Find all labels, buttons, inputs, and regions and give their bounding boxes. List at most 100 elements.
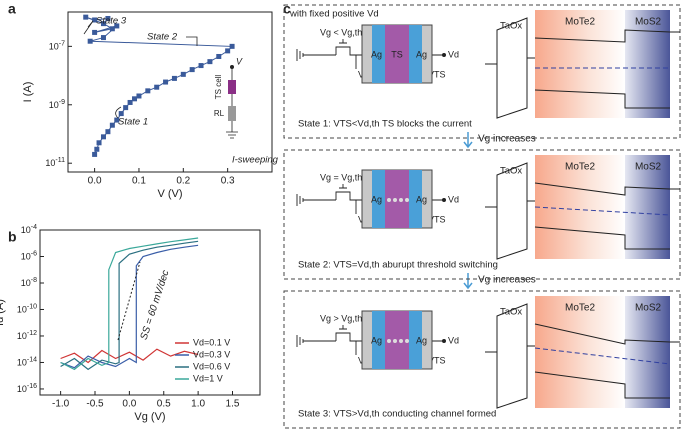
caption: State 2: VTS=Vd,th aburupt threshold swi… — [298, 260, 498, 271]
ts-cell — [228, 80, 236, 94]
circuit-wire — [296, 39, 444, 69]
ag-atom — [393, 198, 397, 202]
gate-label: Vg > Vg,th — [320, 313, 362, 323]
arrow-label: Vg increases — [478, 275, 536, 286]
slope-guide — [117, 261, 141, 341]
data-point — [127, 99, 133, 105]
electrode — [409, 25, 422, 83]
ag-atom — [405, 198, 409, 202]
circuit-wire — [296, 184, 444, 214]
series-line — [60, 348, 199, 364]
x-tick-label: -0.5 — [86, 399, 104, 410]
electrode-label: Ag — [371, 335, 382, 345]
y-tick-label: 10-7 — [49, 40, 65, 52]
ag-atom — [387, 198, 391, 202]
data-point — [132, 96, 138, 102]
data-point — [171, 75, 177, 81]
note: with fixed positive Vd — [289, 9, 379, 20]
legend-label: Vd=0.3 V — [193, 349, 230, 359]
y-tick-label: 10-8 — [21, 277, 37, 289]
electrode — [372, 311, 385, 369]
valence-band — [534, 226, 670, 250]
data-point — [207, 59, 213, 65]
y-tick-label: 10-6 — [21, 250, 37, 262]
ts-label: VTS — [428, 69, 446, 79]
data-point — [154, 84, 160, 90]
oxide — [496, 162, 528, 260]
data-point — [229, 43, 235, 49]
data-point — [94, 146, 100, 152]
x-tick-label: 0.5 — [157, 399, 171, 410]
data-point — [136, 93, 142, 99]
layer-label: TS — [391, 49, 403, 59]
panel-label: c — [283, 1, 291, 17]
circuit-wire — [296, 325, 444, 355]
legend-label: Vd=0.6 V — [193, 361, 230, 371]
ts-label: VTS — [428, 355, 446, 365]
y-tick-label: 10-12 — [17, 330, 37, 342]
gate-label: Vg < Vg,th — [320, 27, 362, 37]
data-point — [114, 117, 120, 123]
data-point — [163, 79, 169, 85]
x-axis-label: Vg (V) — [134, 411, 165, 423]
y-tick-label: 10-14 — [17, 356, 37, 368]
arrow-label: Vg increases — [478, 134, 536, 145]
inset-label: RL — [214, 109, 225, 118]
contact-line — [485, 57, 535, 65]
annotation-arrow — [83, 20, 198, 46]
data-point — [87, 38, 93, 44]
legend-label: Vd=1 V — [193, 373, 223, 383]
ts-label: VTS — [428, 214, 446, 224]
right-layer — [625, 296, 670, 408]
conduction-band — [534, 323, 680, 345]
data-point — [109, 26, 115, 32]
plot-frame — [39, 229, 261, 396]
electrode-label: Ag — [371, 49, 382, 59]
left-layer — [535, 296, 625, 408]
data-point — [114, 23, 120, 29]
gate-label: Vg = Vg,th — [320, 172, 362, 182]
data-point — [105, 15, 111, 21]
flow-arrow — [463, 132, 473, 149]
data-point — [92, 151, 98, 157]
fermi-level — [534, 206, 671, 216]
state-box — [283, 290, 681, 429]
caption: State 3: VTS>Vd,th conducting channel fo… — [298, 409, 496, 420]
left-layer — [535, 10, 625, 118]
data-point — [145, 88, 151, 94]
data-point — [92, 17, 98, 23]
data-point — [216, 53, 222, 59]
fermi-level — [534, 347, 671, 365]
left-layer-label: MoTe2 — [565, 303, 595, 314]
terminal-dot — [442, 339, 446, 343]
conduction-band — [534, 29, 680, 43]
x-axis-label: V (V) — [157, 188, 182, 200]
data-point — [100, 134, 106, 140]
panel-label: b — [8, 229, 17, 245]
drain-label: Vd — [448, 49, 459, 59]
conduction-band — [534, 182, 680, 196]
drain-label: Vd — [448, 335, 459, 345]
inset-wire — [226, 67, 238, 139]
data-point — [83, 14, 89, 20]
data-point — [225, 48, 231, 54]
right-layer-label: MoS2 — [635, 303, 662, 314]
left-layer-label: MoTe2 — [565, 17, 595, 28]
y-tick-label: 10-11 — [45, 157, 65, 169]
x-tick-label: 0.0 — [88, 176, 102, 187]
state-box — [283, 4, 681, 139]
oxide-label: TaOx — [500, 307, 522, 318]
data-point — [109, 122, 115, 128]
switching-layer — [385, 25, 409, 83]
annotation: State 2 — [147, 32, 178, 43]
annotation: State 3 — [96, 16, 127, 27]
state-box — [283, 149, 681, 280]
data-point — [180, 71, 186, 77]
right-layer-label: MoS2 — [635, 17, 662, 28]
electrode-label: Ag — [416, 49, 427, 59]
data-point — [100, 21, 106, 27]
contact-line — [485, 200, 535, 208]
data-point — [189, 67, 195, 73]
annotation-arrow — [115, 106, 122, 119]
